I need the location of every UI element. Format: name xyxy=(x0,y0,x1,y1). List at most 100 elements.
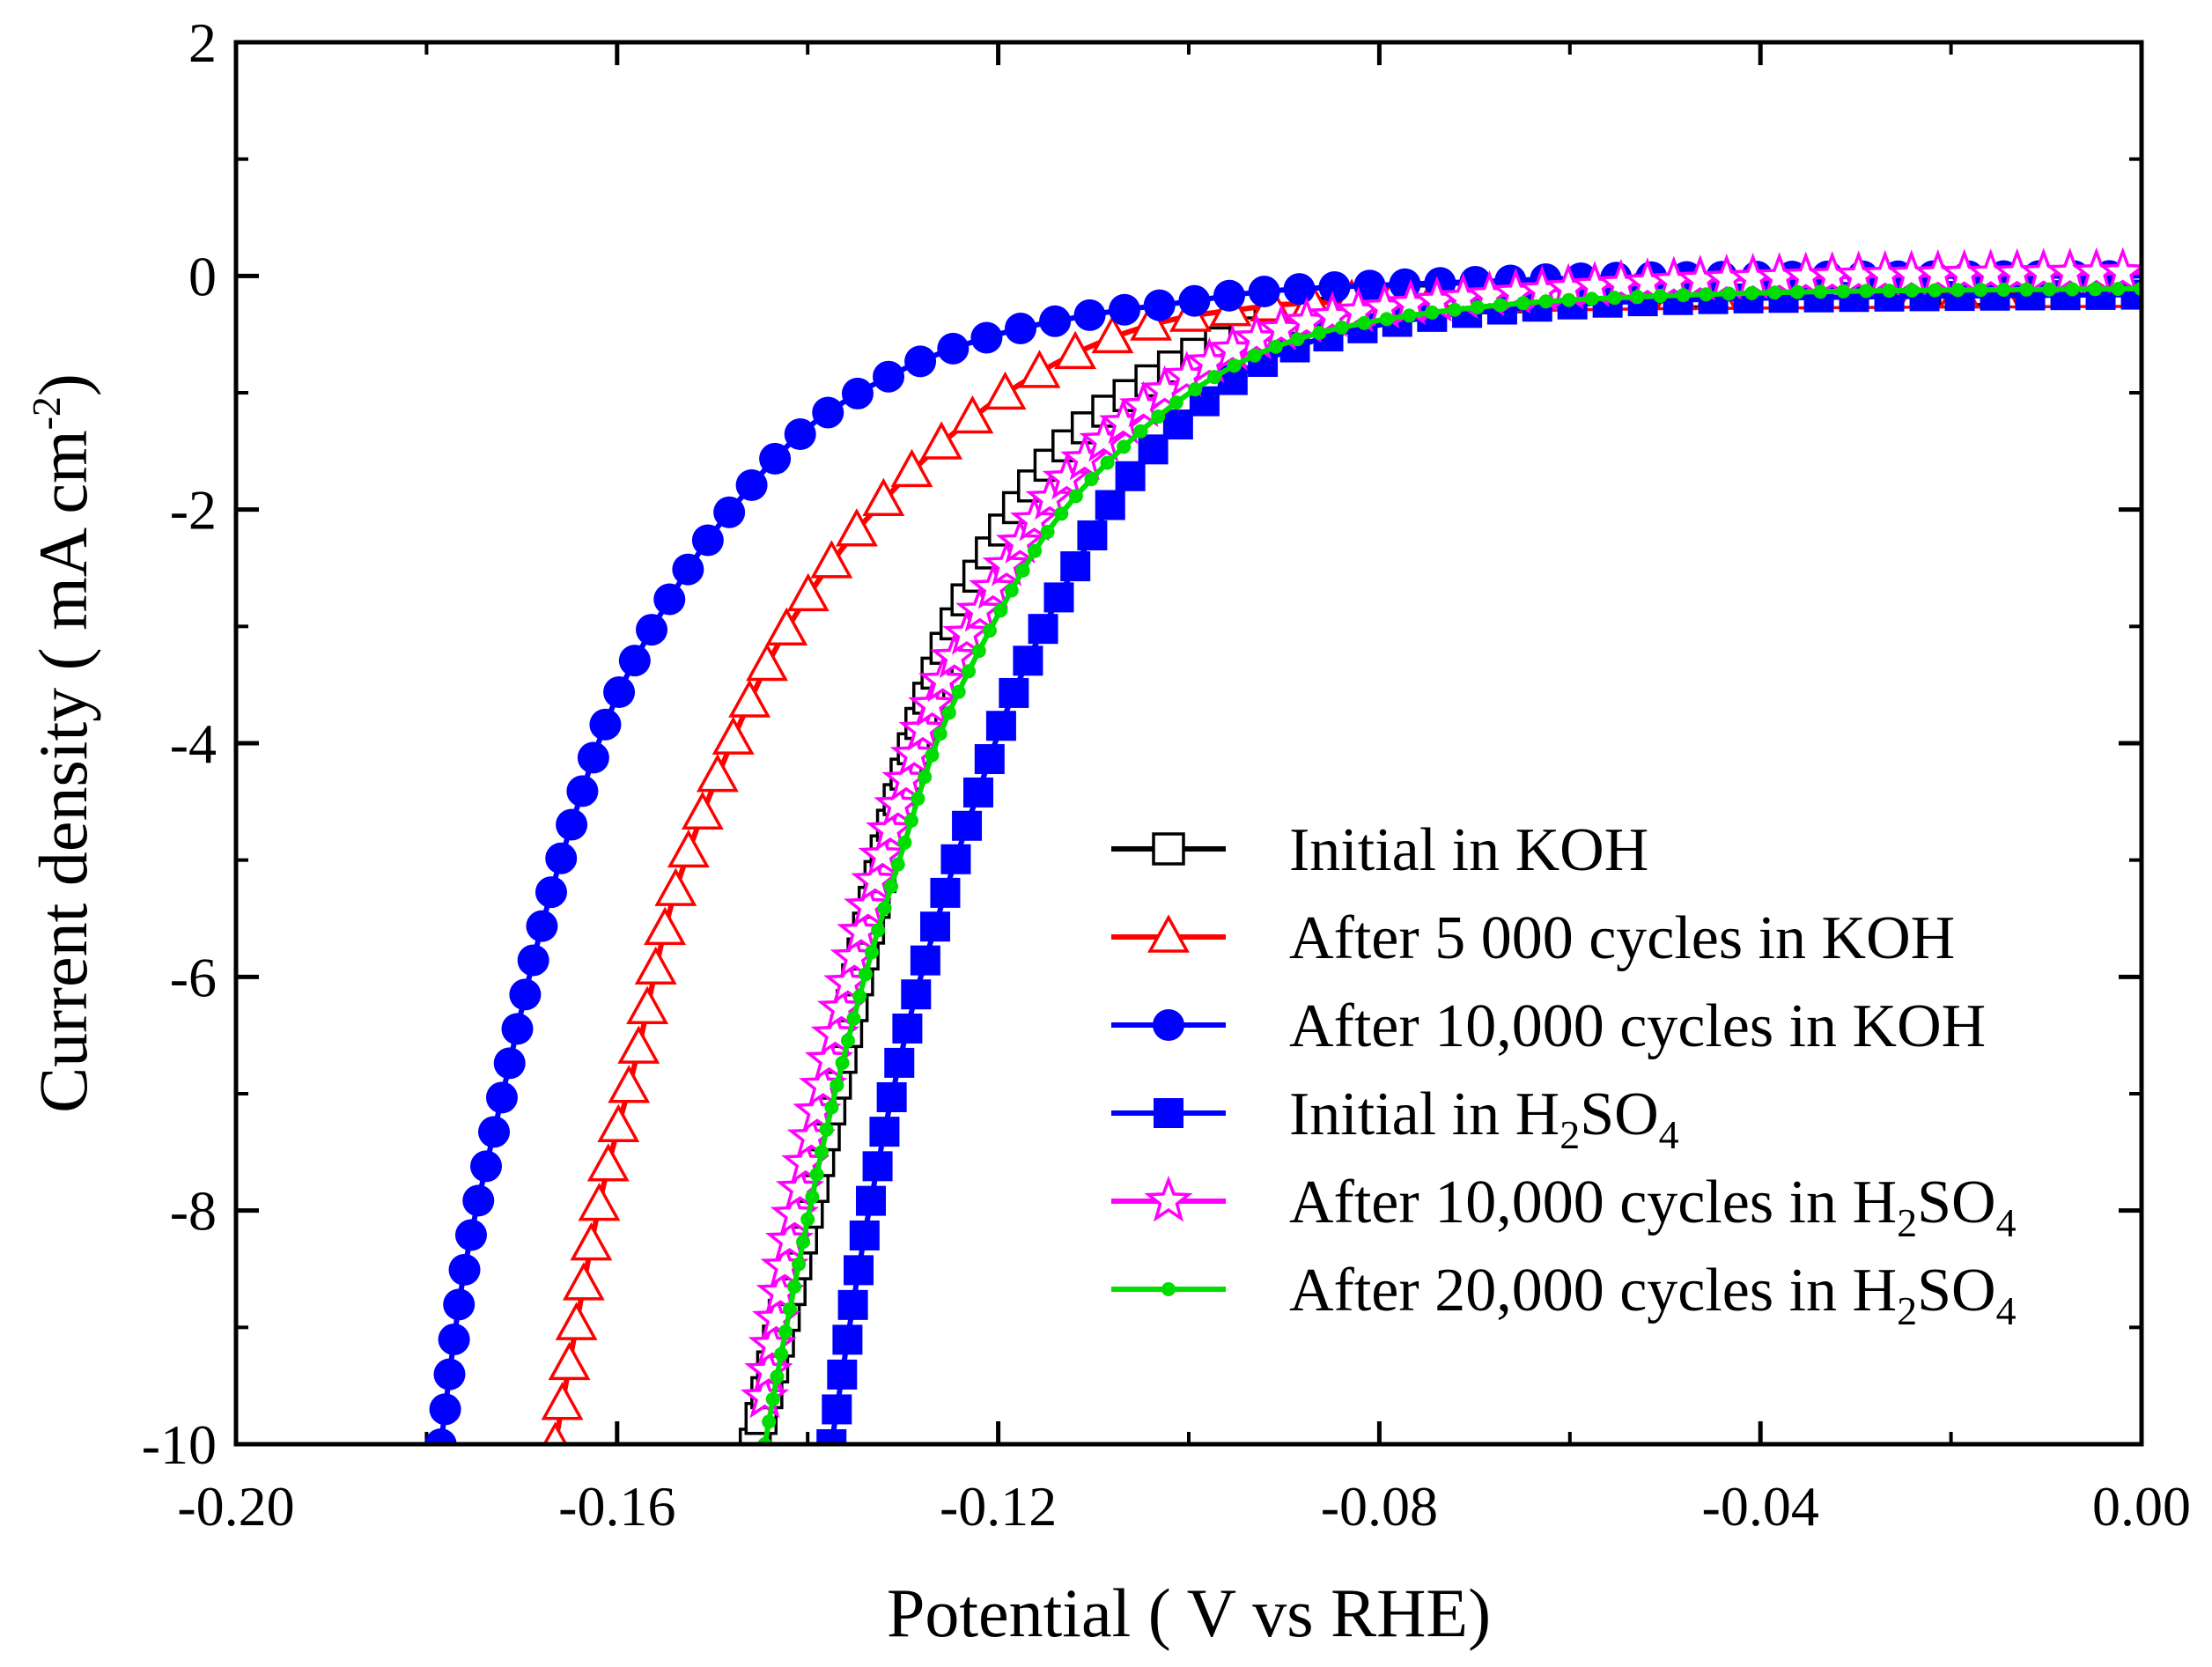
data-point xyxy=(920,911,951,942)
data-point xyxy=(1630,290,1645,305)
data-point xyxy=(1836,284,1851,299)
legend-label-part: After 20,000 cycles in H xyxy=(1289,1257,1897,1324)
data-point xyxy=(1790,284,1805,299)
data-point xyxy=(443,1288,476,1321)
data-point xyxy=(805,1190,820,1205)
data-point xyxy=(786,572,830,612)
data-point xyxy=(982,540,1031,586)
data-point xyxy=(493,1047,526,1080)
data-point xyxy=(759,442,792,475)
data-point xyxy=(1018,350,1061,388)
y-tick-label: -10 xyxy=(142,1413,217,1476)
legend-label-subscript: 4 xyxy=(1659,1112,1679,1157)
data-point xyxy=(835,1055,850,1070)
data-point xyxy=(509,978,542,1011)
data-point xyxy=(930,877,961,908)
data-point xyxy=(787,1280,802,1295)
data-point xyxy=(832,1324,863,1355)
data-point xyxy=(901,979,932,1010)
data-point xyxy=(424,1428,457,1444)
data-point xyxy=(904,345,937,378)
data-point xyxy=(933,727,947,741)
data-point xyxy=(762,1414,777,1429)
data-point xyxy=(1248,276,1280,308)
data-point xyxy=(1068,489,1083,504)
data-point xyxy=(796,1235,811,1250)
data-point xyxy=(735,468,768,501)
data-point xyxy=(971,644,986,659)
data-point xyxy=(871,923,886,938)
data-point xyxy=(1493,298,1508,313)
data-point xyxy=(898,704,947,751)
data-point xyxy=(556,808,588,841)
data-point xyxy=(597,1103,640,1142)
data-point xyxy=(1054,506,1069,521)
data-point xyxy=(1561,292,1576,307)
data-point xyxy=(1312,326,1327,341)
data-point xyxy=(2098,247,2142,294)
data-point xyxy=(603,675,636,708)
data-point xyxy=(1028,614,1058,645)
data-point xyxy=(862,1151,893,1182)
data-point xyxy=(577,741,609,774)
legend-label-part: Initial in KOH xyxy=(1289,816,1648,884)
data-point xyxy=(1767,285,1782,300)
data-point xyxy=(999,677,1029,708)
data-point xyxy=(1213,279,1245,312)
data-point xyxy=(889,729,939,776)
legend-item: After 10,000 cycles in H2SO4 xyxy=(1111,1169,2017,1245)
series-5 xyxy=(740,247,2142,1419)
legend-item: After 5 000 cycles in KOH xyxy=(1111,904,1955,972)
data-point xyxy=(952,810,983,841)
legend-marker xyxy=(1144,1175,1193,1222)
data-point xyxy=(586,1143,630,1182)
data-point xyxy=(920,421,963,460)
legend-label: Initial in H2SO4 xyxy=(1289,1081,1679,1157)
legend-label-subscript: 2 xyxy=(1897,1288,1917,1333)
data-point xyxy=(644,906,687,946)
data-point xyxy=(555,1302,598,1340)
data-point xyxy=(844,1255,874,1286)
tick-labels: -0.20 -0.16 -0.12 -0.08 -0.04 0.00 2 0 -2 -4 -6 -8 -… xyxy=(142,11,2191,1538)
data-point xyxy=(2088,282,2103,297)
data-point xyxy=(884,879,899,894)
data-point xyxy=(962,777,993,808)
data-point xyxy=(784,418,816,451)
y-tick-label: -2 xyxy=(170,479,217,542)
x-tick-label: -0.08 xyxy=(1321,1475,1438,1538)
data-point xyxy=(1084,472,1099,487)
data-point xyxy=(1584,291,1599,306)
data-point xyxy=(712,716,755,755)
data-point xyxy=(1470,299,1485,314)
data-point xyxy=(535,876,567,909)
data-point xyxy=(873,360,905,393)
data-point xyxy=(815,1145,830,1160)
data-point xyxy=(816,1429,847,1444)
data-point xyxy=(982,623,997,638)
data-point xyxy=(672,553,704,586)
legend-label-part: After 10,000 cycles in H xyxy=(1289,1169,1897,1236)
data-point xyxy=(995,517,1045,564)
data-point xyxy=(713,496,746,528)
data-point xyxy=(800,1212,815,1227)
data-point xyxy=(858,967,873,982)
data-point xyxy=(485,1081,518,1114)
data-point xyxy=(1996,282,2011,297)
legend-label-part: SO xyxy=(1917,1169,1995,1236)
data-point xyxy=(940,844,971,874)
data-point xyxy=(1425,305,1440,320)
data-point xyxy=(1039,305,1072,337)
data-point xyxy=(792,1257,807,1272)
data-point xyxy=(1040,525,1055,540)
y-axis-title-close: ) xyxy=(25,373,101,396)
legend-item: After 10,000 cycles in KOH xyxy=(1111,992,1986,1060)
data-point xyxy=(653,583,686,616)
data-point xyxy=(478,1116,511,1148)
data-point xyxy=(911,792,925,807)
data-point xyxy=(1043,582,1074,613)
data-point xyxy=(542,1421,568,1444)
data-point xyxy=(765,607,808,646)
x-axis-title: Potential ( V vs RHE) xyxy=(887,1575,1491,1651)
data-point xyxy=(1334,320,1349,335)
